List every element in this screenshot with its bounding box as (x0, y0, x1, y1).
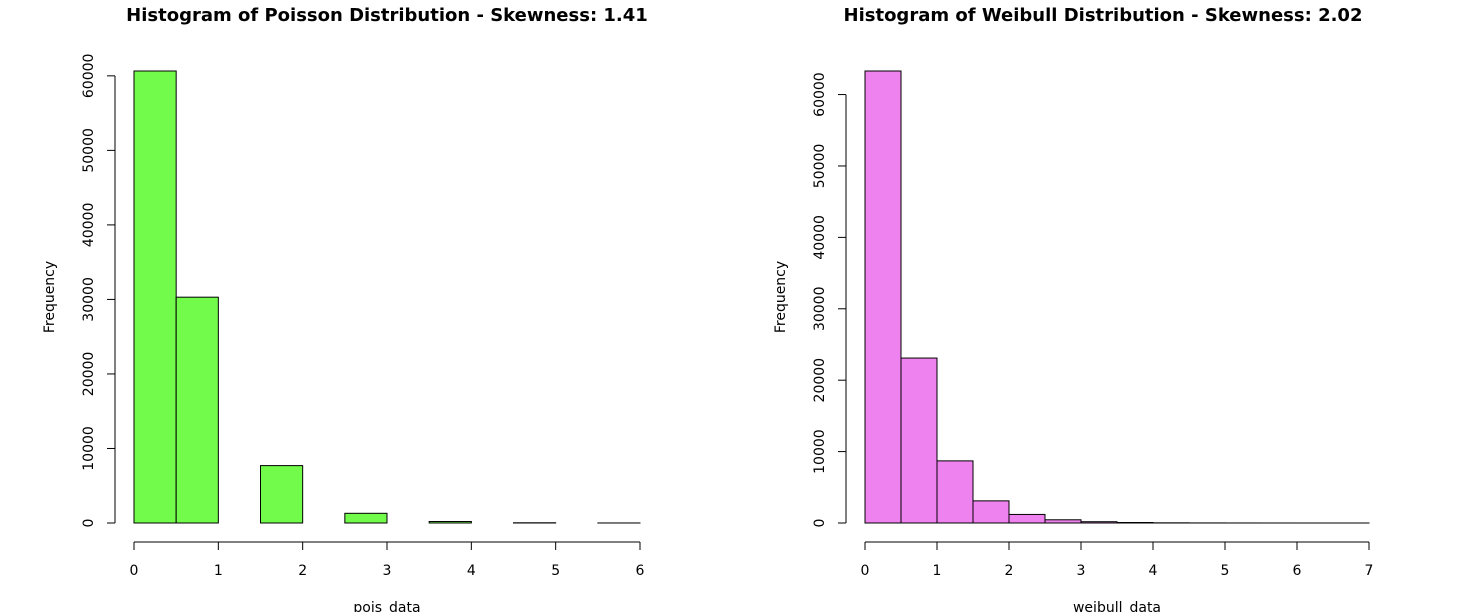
poisson-bar (344, 512, 388, 524)
poisson-y-tick-label: 60000 (81, 54, 97, 99)
poisson-y-tick-label: 30000 (81, 277, 97, 322)
weibull-x-tick-label: 1 (933, 563, 942, 579)
poisson-x-tick-label: 5 (551, 563, 560, 579)
poisson-bar (133, 70, 177, 524)
weibull-histogram-panel: Histogram of Weibull Distribution - Skew… (773, 5, 1373, 612)
weibull-y-tick-label: 30000 (812, 287, 828, 332)
weibull-bar (900, 357, 938, 524)
weibull-x-tick-label: 4 (1149, 563, 1158, 579)
weibull-x-tick-label: 7 (1365, 563, 1374, 579)
weibull-x-axis: 0 1 2 3 4 5 6 7 (861, 541, 1374, 579)
weibull-y-axis-label: Frequency (773, 261, 789, 333)
weibull-bar (1044, 519, 1082, 524)
poisson-x-tick-label: 2 (298, 563, 307, 579)
weibull-y-tick-label: 20000 (812, 358, 828, 403)
poisson-y-tick-label: 10000 (81, 426, 97, 471)
poisson-y-axis: 0 10000 20000 30000 40000 50000 60000 (81, 54, 116, 528)
weibull-bar (1008, 513, 1046, 524)
poisson-x-axis-label: pois_data (353, 600, 420, 612)
weibull-y-axis: 0 10000 20000 30000 40000 50000 60000 (812, 72, 847, 528)
weibull-bar (864, 70, 902, 524)
poisson-x-tick-label: 1 (214, 563, 223, 579)
weibull-x-tick-label: 2 (1005, 563, 1014, 579)
weibull-y-tick-label: 0 (812, 519, 828, 528)
poisson-bars (133, 70, 641, 524)
poisson-x-tick-label: 6 (636, 563, 645, 579)
weibull-x-tick-label: 3 (1077, 563, 1086, 579)
weibull-x-tick-label: 0 (861, 563, 870, 579)
poisson-bar (175, 296, 219, 524)
poisson-y-tick-label: 50000 (81, 128, 97, 173)
poisson-y-tick-label: 40000 (81, 203, 97, 248)
weibull-x-axis-label: weibull_data (1073, 600, 1161, 612)
poisson-chart-title: Histogram of Poisson Distribution - Skew… (126, 5, 648, 26)
weibull-x-tick-label: 6 (1293, 563, 1302, 579)
poisson-bar (260, 465, 304, 524)
weibull-bar (1080, 521, 1118, 524)
poisson-x-tick-label: 3 (383, 563, 392, 579)
poisson-x-tick-label: 4 (467, 563, 476, 579)
weibull-bar (972, 500, 1010, 524)
weibull-bar (936, 460, 974, 524)
weibull-x-tick-label: 5 (1221, 563, 1230, 579)
poisson-histogram-panel: Histogram of Poisson Distribution - Skew… (42, 5, 648, 612)
weibull-bars (864, 70, 1370, 524)
weibull-y-tick-label: 50000 (812, 144, 828, 189)
poisson-y-axis-label: Frequency (42, 261, 58, 333)
weibull-chart-title: Histogram of Weibull Distribution - Skew… (844, 5, 1363, 26)
poisson-x-tick-label: 0 (130, 563, 139, 579)
weibull-y-tick-label: 60000 (812, 72, 828, 117)
poisson-y-tick-label: 0 (81, 519, 97, 528)
poisson-bar (428, 521, 472, 524)
weibull-y-tick-label: 10000 (812, 429, 828, 474)
weibull-y-tick-label: 40000 (812, 215, 828, 260)
poisson-x-axis: 0 1 2 3 4 5 6 (130, 541, 645, 579)
poisson-y-tick-label: 20000 (81, 352, 97, 397)
